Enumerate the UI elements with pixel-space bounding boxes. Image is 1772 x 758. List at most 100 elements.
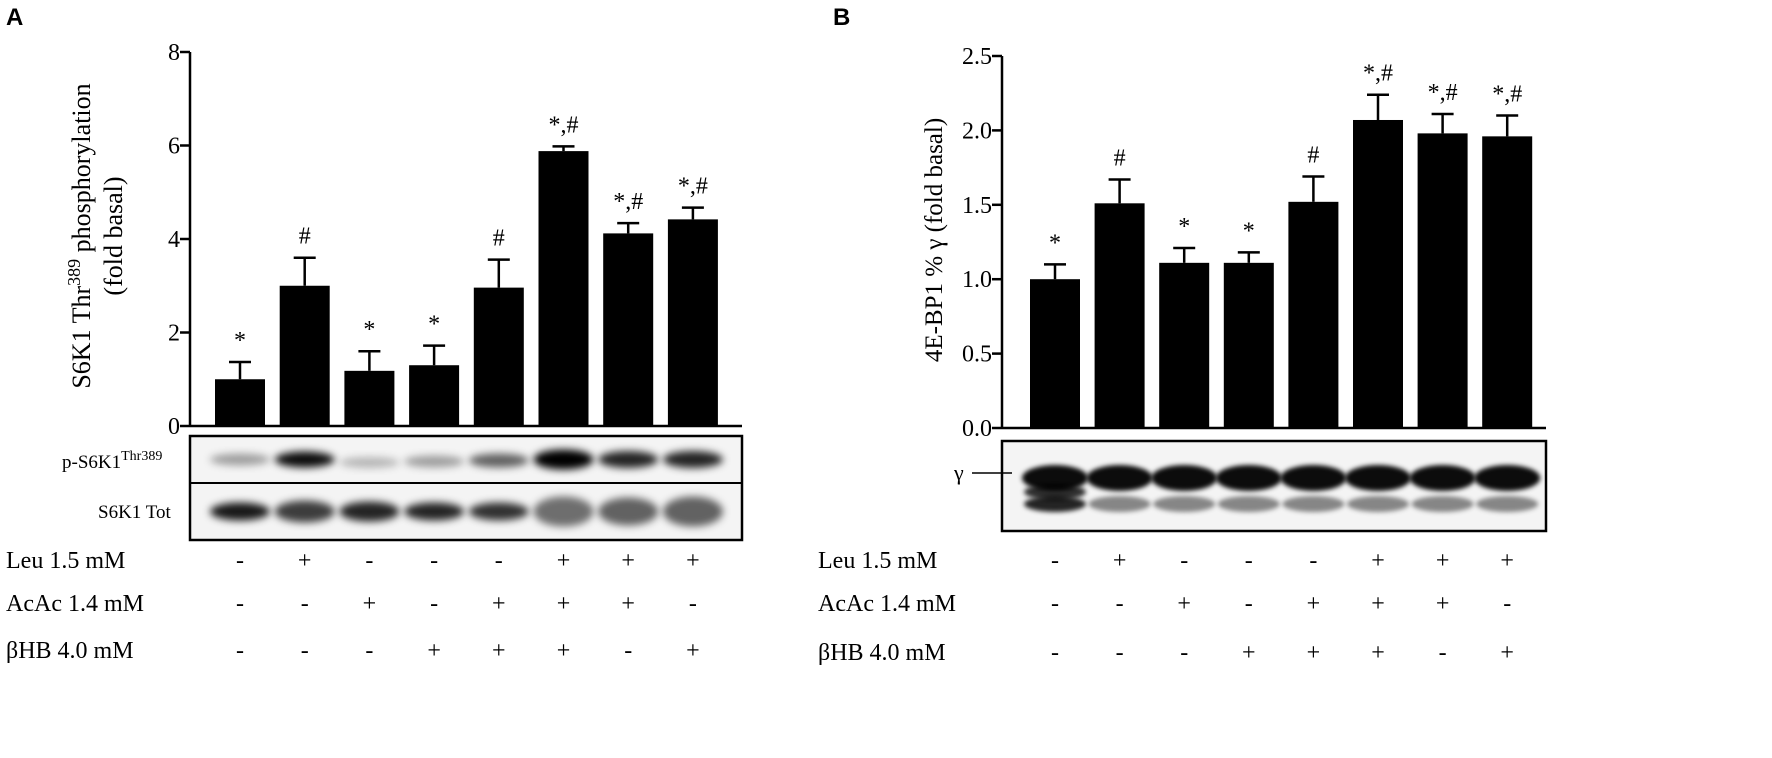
bar	[1223, 262, 1274, 428]
significance-label: *	[234, 328, 246, 354]
condition-minus: -	[1180, 548, 1188, 574]
condition-minus: -	[236, 638, 244, 664]
y-axis-label: S6K1 Thr389 phosphorylation	[64, 83, 96, 388]
blot-band	[1086, 465, 1153, 491]
blot-band	[1022, 465, 1088, 491]
condition-plus: +	[298, 548, 312, 574]
y-tick-label: 1.0	[962, 267, 992, 293]
condition-plus: +	[492, 638, 506, 664]
condition-minus: -	[430, 591, 438, 617]
condition-plus: +	[1371, 591, 1385, 617]
condition-plus: +	[1436, 548, 1450, 574]
blot-image	[188, 434, 744, 542]
bar	[344, 370, 395, 426]
bar	[279, 285, 330, 426]
condition-label: Leu 1.5 mM	[818, 548, 937, 574]
condition-plus: +	[621, 548, 635, 574]
condition-minus: -	[689, 591, 697, 617]
blot-band	[1345, 465, 1411, 491]
blot-band	[1476, 496, 1539, 512]
condition-plus: +	[492, 591, 506, 617]
blot-band	[662, 451, 723, 468]
bar	[215, 379, 265, 426]
y-axis-label-line2: (fold basal)	[99, 176, 128, 295]
condition-minus: -	[236, 548, 244, 574]
condition-minus: -	[1116, 591, 1124, 617]
blot-band	[1282, 496, 1345, 512]
blot-band	[1347, 496, 1409, 512]
y-tick-label: 2.5	[962, 44, 992, 70]
significance-label: *	[1243, 218, 1255, 244]
blot-label-gamma: γ	[953, 460, 964, 485]
condition-plus: +	[1371, 548, 1385, 574]
significance-label: *	[1049, 230, 1061, 256]
significance-label: #	[299, 224, 311, 250]
condition-plus: +	[1436, 591, 1450, 617]
blot-band	[1088, 496, 1151, 512]
condition-minus: -	[1309, 548, 1317, 574]
y-tick-label: 1.5	[962, 193, 992, 219]
y-tick-label: 8	[168, 40, 180, 66]
blot-band	[533, 449, 594, 470]
y-tick-label: 4	[168, 227, 180, 253]
condition-minus: -	[301, 591, 309, 617]
bar	[667, 219, 718, 426]
blot-band	[274, 500, 335, 523]
condition-plus: +	[1242, 640, 1256, 666]
significance-label: #	[1114, 146, 1126, 172]
significance-label: *,#	[1428, 80, 1458, 106]
y-axis-label: 4E-BP1 % γ (fold basal)	[921, 118, 948, 362]
significance-label: *,#	[549, 112, 579, 138]
blot-band	[468, 453, 529, 468]
blot-band	[662, 496, 723, 527]
y-tick-label: 0.5	[962, 342, 992, 368]
significance-label: *,#	[678, 174, 708, 200]
bar	[1094, 203, 1145, 428]
condition-plus: +	[686, 638, 700, 664]
blot-band	[598, 497, 659, 526]
bar	[1288, 201, 1339, 428]
bar	[409, 365, 460, 426]
condition-minus: -	[1503, 591, 1511, 617]
condition-plus: +	[1307, 591, 1321, 617]
significance-label: *	[428, 312, 440, 338]
condition-plus: +	[686, 548, 700, 574]
bar	[473, 287, 524, 426]
condition-plus: +	[621, 591, 635, 617]
bar	[1417, 133, 1468, 428]
condition-minus: -	[1051, 640, 1059, 666]
blot-band	[339, 501, 400, 522]
blot-label-phospho: p-S6K1Thr389	[62, 449, 162, 473]
condition-minus: -	[1245, 591, 1253, 617]
y-tick-label: 2	[168, 321, 180, 347]
condition-plus: +	[1307, 640, 1321, 666]
bar	[603, 233, 654, 426]
condition-plus: +	[1371, 640, 1385, 666]
blot-band	[1215, 465, 1282, 491]
blot-band	[533, 496, 594, 527]
blot-label-total: S6K1 Tot	[98, 502, 171, 523]
blot-band	[598, 451, 659, 468]
condition-label: βHB 4.0 mM	[6, 638, 134, 664]
condition-minus: -	[1116, 640, 1124, 666]
panel-a: A 0 2 4 6 8 S6K1 Thr389 phosphorylation (fold b…	[6, 4, 744, 664]
condition-minus: -	[495, 548, 503, 574]
significance-label: *	[1178, 214, 1190, 240]
blot-band	[339, 457, 400, 468]
condition-plus: +	[1500, 548, 1514, 574]
significance-label: #	[1307, 143, 1319, 169]
condition-label: Leu 1.5 mM	[6, 548, 125, 574]
significance-label: *	[363, 317, 375, 343]
condition-minus: -	[1439, 640, 1447, 666]
blot-band	[210, 453, 270, 466]
condition-minus: -	[365, 548, 373, 574]
blot-band	[210, 502, 270, 521]
condition-plus: +	[1177, 591, 1191, 617]
panel-b: B 0.0 0.5 1.0 1.5 2.0 2.5 4E-BP1 % γ (fold basa…	[818, 4, 1548, 666]
blot-band	[1153, 496, 1216, 512]
panel-label: B	[833, 4, 850, 31]
y-tick-label: 2.0	[962, 118, 992, 144]
bar	[1482, 136, 1533, 429]
blot-band	[1411, 496, 1474, 512]
